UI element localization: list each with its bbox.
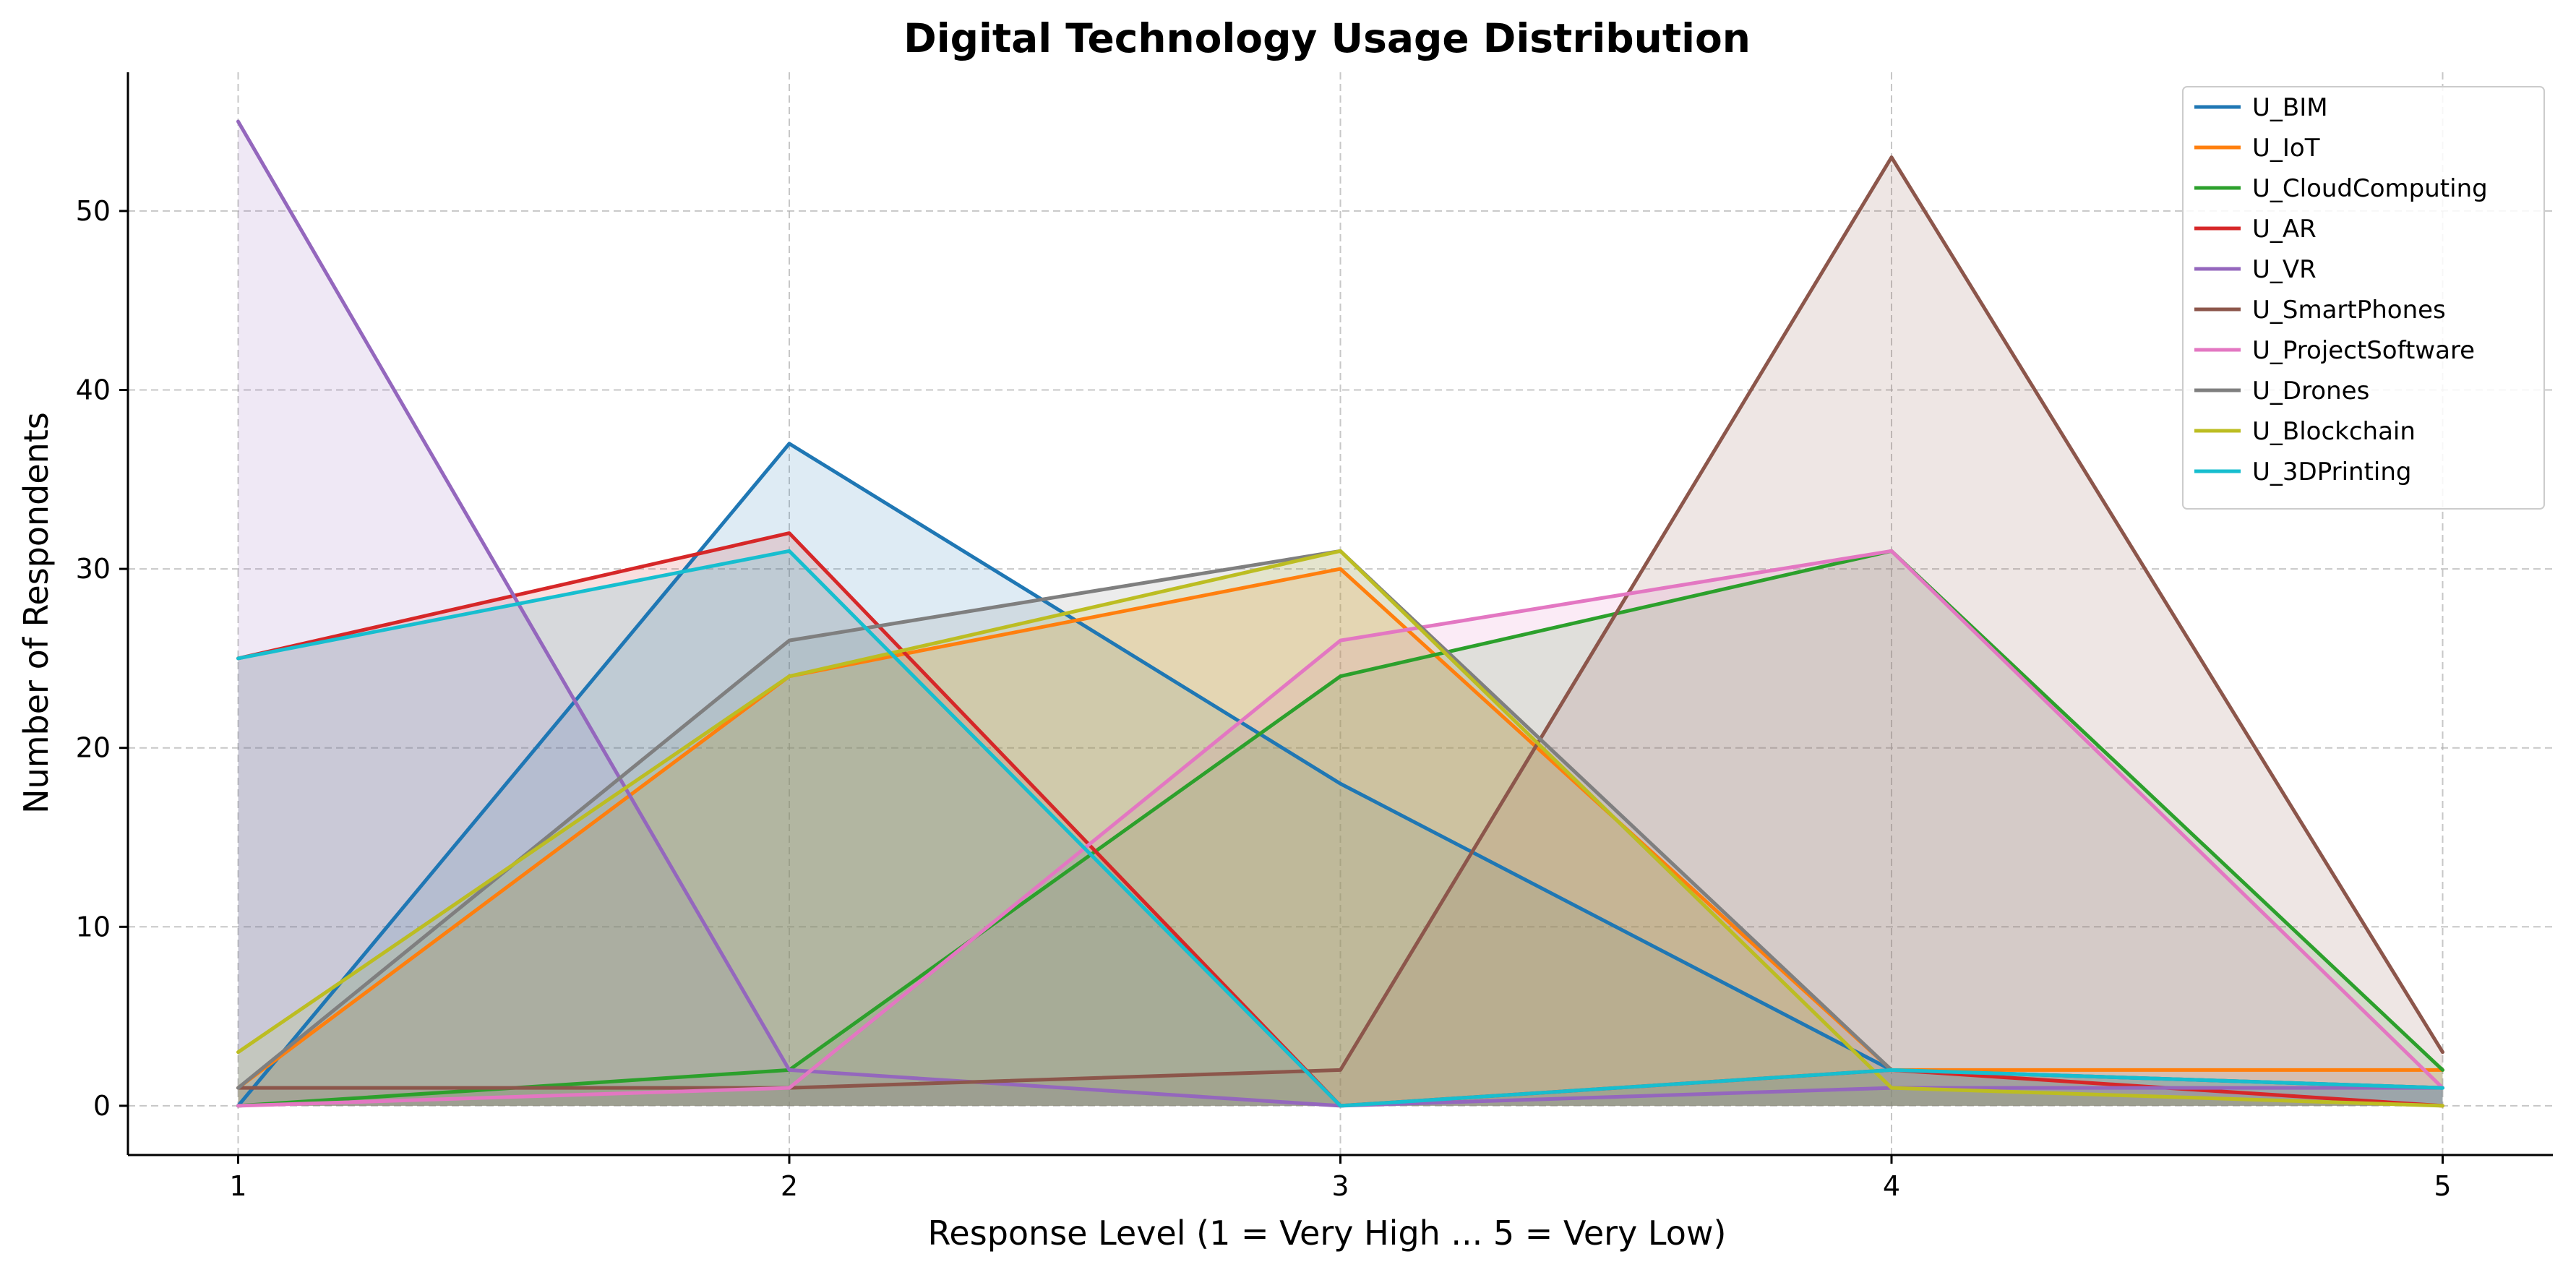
series-line-U_ProjectSoftware xyxy=(236,549,2444,1108)
y-tick-label: 20 xyxy=(76,732,111,764)
axes xyxy=(119,72,2553,1164)
legend: U_BIM U_IoT U_CloudComputing U_AR U_VR U_Smar… xyxy=(2182,86,2545,510)
x-tick-label: 5 xyxy=(2434,1170,2451,1202)
series-line-U_IoT xyxy=(236,567,2444,1090)
legend-label: U_IoT xyxy=(2252,134,2320,163)
legend-label: U_3DPrinting xyxy=(2252,458,2412,486)
x-tick-label: 3 xyxy=(1331,1170,1349,1202)
legend-item: U_VR xyxy=(2194,255,2317,284)
series-area-U_3DPrinting xyxy=(238,551,2443,1106)
y-tick-label: 40 xyxy=(76,374,111,405)
series-area-U_BIM xyxy=(238,443,2443,1106)
series-area-U_ProjectSoftware xyxy=(238,551,2443,1106)
legend-item: U_Blockchain xyxy=(2194,417,2416,446)
y-tick-label: 50 xyxy=(76,195,111,227)
y-tick-label: 10 xyxy=(76,911,111,943)
x-tick-label: 4 xyxy=(1883,1170,1900,1202)
legend-item: U_SmartPhones xyxy=(2194,296,2446,325)
series-area-U_Drones xyxy=(238,551,2443,1106)
legend-label: U_SmartPhones xyxy=(2252,296,2446,325)
y-tick-label: 30 xyxy=(76,553,111,585)
x-axis-label: Response Level (1 = Very High ... 5 = Ve… xyxy=(928,1214,1727,1253)
series-area-U_Blockchain xyxy=(238,551,2443,1106)
x-tick-label: 2 xyxy=(781,1170,798,1202)
chart-title: Digital Technology Usage Distribution xyxy=(903,15,1751,61)
series-line-U_CloudComputing xyxy=(236,549,2444,1108)
legend-item: U_3DPrinting xyxy=(2194,458,2412,486)
series-areas xyxy=(238,121,2443,1106)
y-tick-label: 0 xyxy=(93,1090,111,1122)
series-area-U_IoT xyxy=(238,569,2443,1106)
legend-item: U_BIM xyxy=(2194,93,2328,122)
series-lines xyxy=(236,119,2444,1108)
legend-label: U_Blockchain xyxy=(2252,417,2416,446)
legend-item: U_CloudComputing xyxy=(2194,174,2488,203)
series-line-U_SmartPhones xyxy=(236,155,2444,1090)
series-area-U_CloudComputing xyxy=(238,551,2443,1106)
legend-label: U_BIM xyxy=(2252,93,2328,122)
legend-item: U_AR xyxy=(2194,215,2317,244)
legend-item: U_IoT xyxy=(2194,134,2320,163)
legend-label: U_Drones xyxy=(2252,377,2369,405)
legend-label: U_AR xyxy=(2252,215,2317,244)
legend-label: U_ProjectSoftware xyxy=(2252,336,2475,365)
series-line-U_Blockchain xyxy=(236,549,2444,1108)
legend-frame xyxy=(2182,86,2545,510)
legend-item: U_Drones xyxy=(2194,377,2369,405)
legend-label: U_CloudComputing xyxy=(2252,174,2488,203)
series-area-U_SmartPhones xyxy=(238,157,2443,1106)
series-area-U_VR xyxy=(238,121,2443,1106)
series-line-U_3DPrinting xyxy=(236,549,2444,1108)
x-tick-label: 1 xyxy=(229,1170,246,1202)
y-axis-label: Number of Respondents xyxy=(17,412,56,814)
legend-label: U_VR xyxy=(2252,255,2317,284)
legend-item: U_ProjectSoftware xyxy=(2194,336,2475,365)
